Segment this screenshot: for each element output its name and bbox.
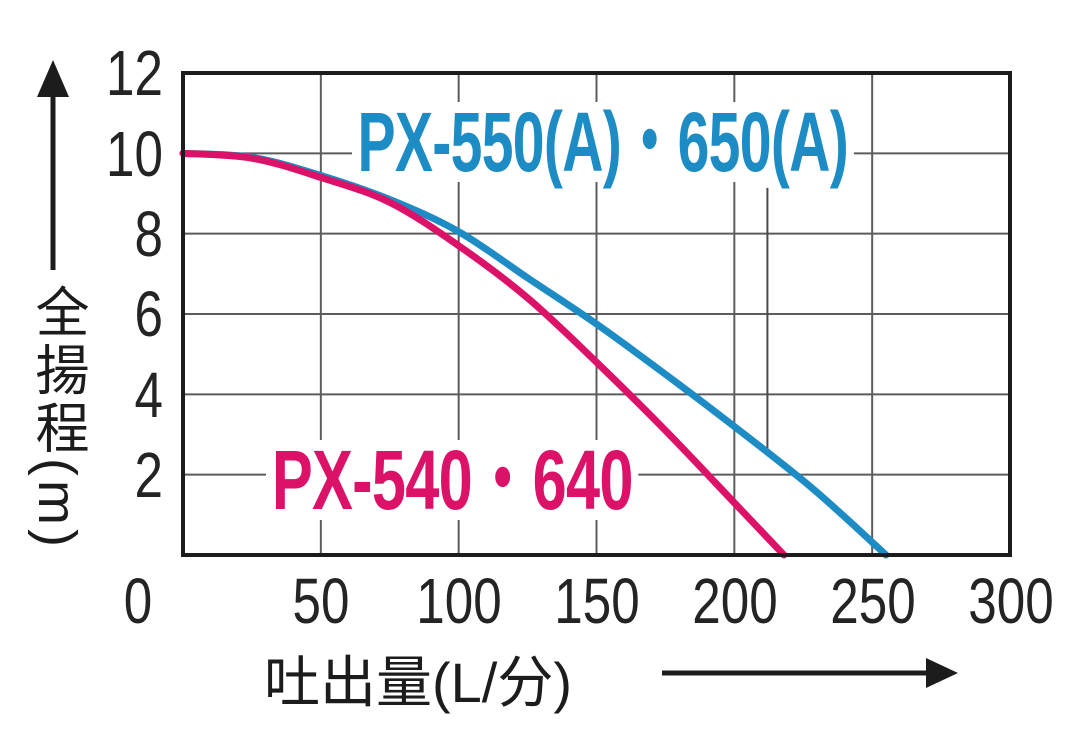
up-arrow-icon [37, 60, 69, 270]
series-label-px540-640: PX-540・640 [266, 438, 639, 522]
plot-border [181, 71, 1012, 557]
x-tick-0: 0 [123, 565, 153, 637]
x-tick-200: 200 [692, 565, 778, 637]
y-axis-title: 全揚程(m) [27, 284, 87, 551]
x-axis-title: 吐出量(L/分) [264, 651, 572, 714]
y-tick-6: 6 [134, 278, 163, 350]
x-tick-100: 100 [416, 565, 502, 637]
pump-curves [179, 149, 890, 559]
y-tick-4: 4 [134, 359, 163, 431]
y-tick-10: 10 [106, 118, 163, 190]
y-tick-12: 12 [106, 37, 163, 109]
y-tick-2: 2 [134, 439, 163, 511]
right-arrow-icon [662, 658, 958, 688]
series-label-px550a-650a: PX-550(A)・650(A) [352, 100, 854, 184]
curve-1 [179, 149, 788, 559]
x-tick-150: 150 [554, 565, 640, 637]
x-tick-50: 50 [292, 565, 350, 637]
x-tick-300: 300 [968, 565, 1054, 637]
y-tick-8: 8 [134, 198, 163, 270]
x-tick-250: 250 [830, 565, 916, 637]
